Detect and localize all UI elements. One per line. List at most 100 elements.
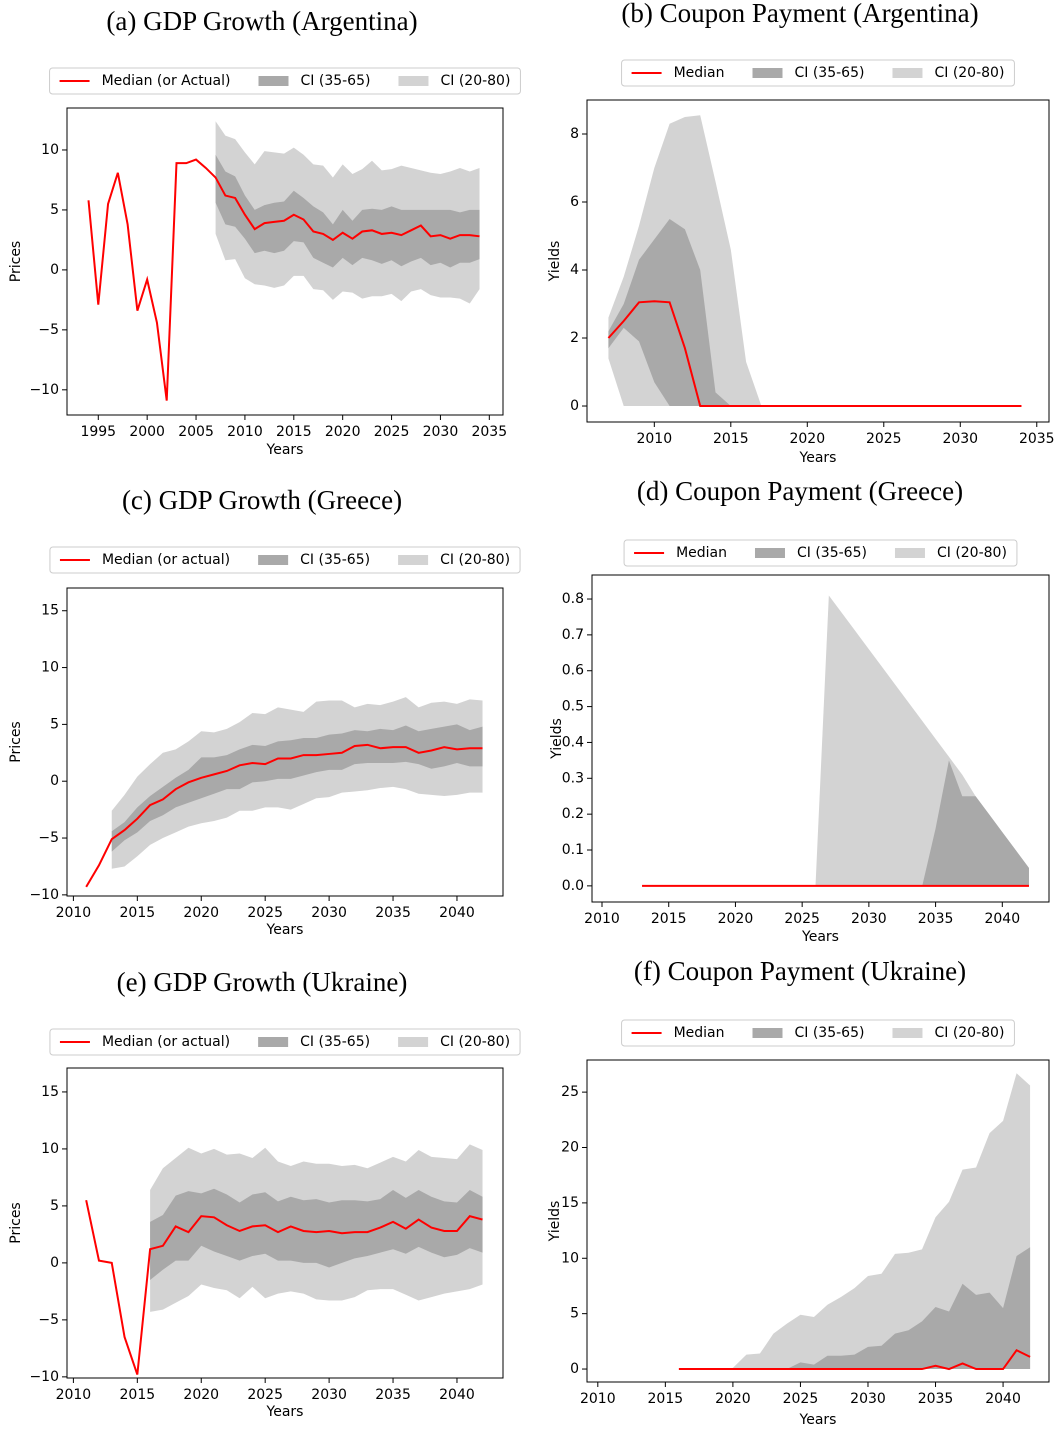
legend-label: Median (or Actual) <box>102 73 231 89</box>
y-axis-label: Prices <box>8 1202 24 1243</box>
y-tick-label: 0.0 <box>562 878 584 894</box>
y-tick-label: 0.2 <box>562 806 584 822</box>
y-tick-label: 0 <box>570 1361 579 1377</box>
y-tick-label: −5 <box>38 830 59 846</box>
legend-swatch <box>754 548 785 558</box>
legend-label: CI (35-65) <box>797 545 867 561</box>
ci-band <box>215 154 480 268</box>
ci-band <box>608 115 1022 407</box>
x-tick-label: 2030 <box>851 911 887 927</box>
x-axis-label: Years <box>266 442 304 458</box>
chart-title: (e) GDP Growth (Ukraine) <box>117 967 408 997</box>
x-tick-label: 2035 <box>918 1391 954 1407</box>
x-tick-label: 2040 <box>439 905 475 921</box>
x-tick-label: 2035 <box>918 911 954 927</box>
ci-band <box>678 1247 1031 1370</box>
x-tick-label: 2030 <box>311 1387 347 1403</box>
y-axis-label: Yields <box>547 241 563 283</box>
ci-band <box>608 219 1022 407</box>
median-line <box>87 158 480 401</box>
legend-swatch <box>892 1028 923 1038</box>
x-tick-label: 2035 <box>1019 431 1055 447</box>
legend-box <box>623 539 1018 567</box>
x-tick-label: 2030 <box>942 431 978 447</box>
legend-swatch <box>892 68 923 78</box>
y-tick-label: 10 <box>561 1250 579 1266</box>
median-line <box>85 743 483 888</box>
ci-band <box>111 697 483 869</box>
x-axis-label: Years <box>799 1412 837 1428</box>
y-tick-label: 0.1 <box>562 842 584 858</box>
legend-swatch <box>752 68 783 78</box>
x-tick-label: 2025 <box>783 1391 819 1407</box>
y-tick-label: 5 <box>50 1198 59 1214</box>
legend-label: CI (20-80) <box>440 1034 510 1050</box>
x-tick-label: 2020 <box>183 905 219 921</box>
y-axis-label: Prices <box>8 721 24 762</box>
legend-swatch <box>398 1037 429 1047</box>
y-tick-label: 0.6 <box>562 663 584 679</box>
legend: Median CI (35-65) CI (20-80) <box>621 1019 1015 1047</box>
legend-label: Median <box>674 65 725 81</box>
plot-frame <box>66 107 504 416</box>
legend-box <box>621 1019 1015 1047</box>
y-tick-label: 0.8 <box>562 591 584 607</box>
x-tick-label: 2025 <box>784 911 820 927</box>
y-tick-label: 15 <box>41 603 59 619</box>
x-tick-label: 2040 <box>439 1387 475 1403</box>
plot-frame <box>586 99 1050 423</box>
median-line <box>678 1348 1031 1371</box>
y-tick-label: 20 <box>561 1140 579 1156</box>
y-tick-label: 0 <box>50 262 59 278</box>
median-line <box>607 300 1022 408</box>
chart-title: (c) GDP Growth (Greece) <box>122 485 402 515</box>
legend-label: Median (or actual) <box>102 552 230 568</box>
x-axis-label: Years <box>799 450 837 466</box>
legend-box <box>621 59 1015 87</box>
x-tick-label: 2025 <box>866 431 902 447</box>
x-tick-label: 2010 <box>580 1391 616 1407</box>
y-tick-label: 8 <box>570 126 579 142</box>
y-tick-label: 10 <box>41 1141 59 1157</box>
plot-frame <box>586 1059 1050 1383</box>
legend-swatch <box>398 76 429 86</box>
legend-label: Median <box>676 545 727 561</box>
x-tick-label: 2020 <box>789 431 825 447</box>
legend-label: CI (20-80) <box>934 1025 1004 1041</box>
ci-band <box>642 760 1029 886</box>
legend-label: CI (35-65) <box>794 65 864 81</box>
panel: (c) GDP Growth (Greece) 2010 2015 2020 2025 2… <box>8 485 521 938</box>
x-tick-label: 2020 <box>183 1387 219 1403</box>
panel: (f) Coupon Payment (Ukraine)2010 2015 2020… <box>547 956 1050 1428</box>
y-tick-label: 0.7 <box>562 627 584 643</box>
legend: Median (or actual) CI (35-65) CI (20-80) <box>49 546 521 574</box>
x-tick-label: 2025 <box>247 905 283 921</box>
x-tick-label: 2040 <box>984 911 1020 927</box>
x-tick-label: 2030 <box>850 1391 886 1407</box>
median-line <box>85 1200 483 1375</box>
y-tick-label: −10 <box>29 382 59 398</box>
y-tick-label: −5 <box>38 1312 59 1328</box>
x-tick-label: 2025 <box>247 1387 283 1403</box>
y-tick-label: 0.4 <box>562 734 584 750</box>
legend: Median (or Actual) CI (35-65) CI (20-80) <box>49 67 521 95</box>
y-tick-label: 5 <box>50 716 59 732</box>
y-tick-label: 25 <box>561 1084 579 1100</box>
chart-title: (d) Coupon Payment (Greece) <box>637 476 963 506</box>
legend-swatch <box>258 555 289 565</box>
panel: (a) GDP Growth (Argentina) 1995 2000 2005 20… <box>8 6 521 458</box>
ci-band <box>111 724 483 852</box>
chart-title: (b) Coupon Payment (Argentina) <box>621 0 978 28</box>
legend-label: CI (20-80) <box>440 552 510 568</box>
x-tick-label: 2010 <box>56 905 92 921</box>
y-tick-label: 5 <box>570 1306 579 1322</box>
legend-label: CI (35-65) <box>300 1034 370 1050</box>
x-tick-label: 2010 <box>227 424 263 440</box>
x-tick-label: 2030 <box>423 424 459 440</box>
x-tick-label: 2020 <box>718 911 754 927</box>
x-tick-label: 2015 <box>120 905 156 921</box>
x-tick-label: 2015 <box>120 1387 156 1403</box>
x-tick-label: 2010 <box>636 431 672 447</box>
legend-label: Median <box>674 1025 725 1041</box>
